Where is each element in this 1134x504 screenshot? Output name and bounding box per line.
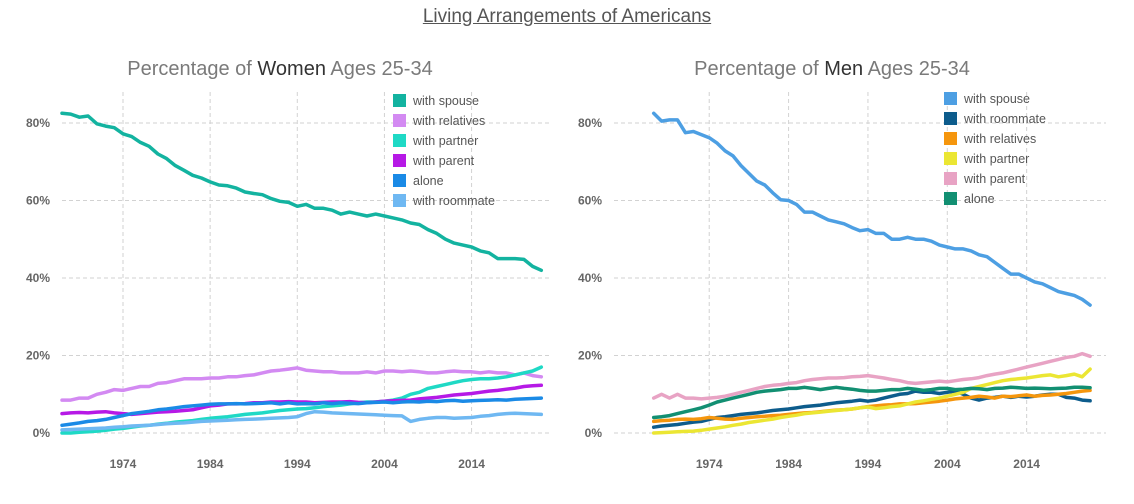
women-legend-swatch <box>393 174 406 187</box>
men-x-tick-label: 2004 <box>934 457 961 471</box>
women-title-suffix: Ages 25-34 <box>325 58 433 80</box>
women-x-tick-label: 2014 <box>458 457 485 471</box>
men-y-tick-label: 60% <box>578 194 602 208</box>
men-series-line <box>651 367 1092 435</box>
men-legend-swatch <box>944 192 957 205</box>
men-y-tick-label: 80% <box>578 116 602 130</box>
men-x-tick-label: 1974 <box>696 457 723 471</box>
women-y-tick-label: 20% <box>26 349 50 363</box>
men-legend-swatch <box>944 152 957 165</box>
women-legend-label: with roommate <box>412 194 495 208</box>
women-series-line <box>60 111 544 273</box>
women-title-prefix: Percentage of <box>127 58 258 80</box>
women-legend-swatch <box>393 94 406 107</box>
men-legend-swatch <box>944 132 957 145</box>
men-legend-swatch <box>944 92 957 105</box>
women-legend-label: with parent <box>412 154 475 168</box>
women-x-tick-label: 1994 <box>284 457 311 471</box>
women-legend-swatch <box>393 134 406 147</box>
men-x-tick-label: 2014 <box>1013 457 1040 471</box>
men-line-chart: 0% 20% 40% 60% 80% 1974 1984 1994 2004 2014 with s… <box>578 92 1106 471</box>
men-title-highlight: Men <box>824 58 864 80</box>
men-chart-title: Percentage of Men Ages 25-34 <box>552 58 1112 81</box>
women-x-tick-label: 2004 <box>371 457 398 471</box>
women-line-chart: 0% 20% 40% 60% 80% 1974 1984 1994 2004 2014 with s… <box>26 92 550 471</box>
men-y-tick-label: 0% <box>585 426 603 440</box>
women-x-tick-label: 1984 <box>197 457 224 471</box>
men-legend-swatch <box>944 112 957 125</box>
men-series-line <box>651 111 1092 307</box>
women-series-line <box>60 366 544 402</box>
men-legend-label: with parent <box>963 172 1026 186</box>
men-series-line <box>651 385 1092 420</box>
women-series-line <box>60 409 544 432</box>
women-y-tick-label: 0% <box>33 426 51 440</box>
women-y-tick-label: 80% <box>26 116 50 130</box>
women-legend-swatch <box>393 154 406 167</box>
women-legend-label: with relatives <box>412 114 485 128</box>
men-chart-panel: Percentage of Men Ages 25-34 0% 20% 40% 60%… <box>552 52 1112 492</box>
women-chart-title: Percentage of Women Ages 25-34 <box>0 58 560 81</box>
women-y-tick-label: 40% <box>26 271 50 285</box>
main-title: Living Arrangements of Americans <box>422 6 712 27</box>
men-series-line <box>651 388 1092 424</box>
women-y-tick-label: 60% <box>26 194 50 208</box>
men-legend-label: with roommate <box>963 112 1046 126</box>
women-legend-label: with partner <box>412 134 478 148</box>
men-legend-label: with spouse <box>963 92 1030 106</box>
men-y-tick-label: 40% <box>578 271 602 285</box>
men-legend-label: alone <box>964 192 995 206</box>
men-y-tick-label: 20% <box>578 349 602 363</box>
men-title-prefix: Percentage of <box>694 58 825 80</box>
men-legend-swatch <box>944 172 957 185</box>
men-legend-label: with partner <box>963 152 1029 166</box>
women-legend-swatch <box>393 114 406 127</box>
women-series-line <box>60 396 544 428</box>
men-x-tick-label: 1984 <box>775 457 802 471</box>
men-series-line <box>651 351 1092 401</box>
women-legend-label: with spouse <box>412 94 479 108</box>
women-title-highlight: Women <box>257 58 326 80</box>
women-x-tick-label: 1974 <box>110 457 137 471</box>
women-chart-panel: Percentage of Women Ages 25-34 0% 20% 40% 6… <box>0 52 560 492</box>
men-x-tick-label: 1994 <box>855 457 882 471</box>
men-legend-label: with relatives <box>963 132 1036 146</box>
women-legend-swatch <box>393 194 406 207</box>
men-title-suffix: Ages 25-34 <box>863 58 970 80</box>
women-legend-label: alone <box>413 174 444 188</box>
